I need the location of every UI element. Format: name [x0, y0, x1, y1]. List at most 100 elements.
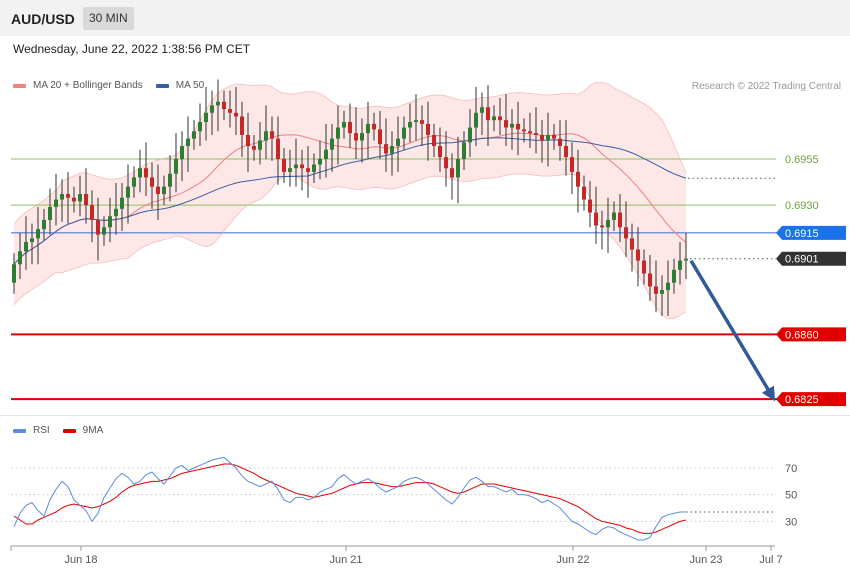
- candle-body: [174, 158, 178, 174]
- candle-body: [228, 109, 232, 113]
- rsi-tick-label-70: 70: [785, 463, 797, 475]
- candle-body: [468, 127, 472, 143]
- candle-body: [186, 138, 190, 147]
- candle-body: [606, 219, 610, 228]
- candle-body: [390, 146, 394, 154]
- candle-body: [564, 146, 568, 158]
- candle-body: [666, 282, 670, 291]
- level-label-0.6930: 0.6930: [785, 200, 819, 212]
- rsi-tick-label-30: 30: [785, 516, 797, 528]
- forecast-arrow-shaft: [689, 259, 774, 397]
- candle-body: [132, 177, 136, 187]
- candle-body: [66, 194, 70, 198]
- candle-body: [354, 133, 358, 141]
- rsi-line: [13, 456, 686, 541]
- candle-body: [216, 101, 220, 106]
- candle-body: [480, 107, 484, 113]
- level-labels: 0.6955 0.6930 0.6915 0.6901 0.6860 0.6825: [776, 154, 846, 407]
- candle-body: [252, 146, 256, 150]
- candle-body: [288, 168, 292, 172]
- candle-body: [270, 131, 274, 139]
- candle-body: [234, 112, 238, 117]
- candle-body: [360, 133, 364, 141]
- candle-body: [528, 131, 532, 134]
- rsi-ma-line: [13, 463, 687, 534]
- candle-body: [534, 133, 538, 135]
- ma50-legend-swatch: [155, 83, 169, 88]
- candle-body: [126, 186, 130, 198]
- candle-body: [282, 158, 286, 172]
- forecast-arrow-head: [761, 385, 776, 402]
- timeframe-badge[interactable]: 30 MIN: [83, 7, 134, 30]
- candle-body: [636, 249, 640, 261]
- candle-body: [72, 197, 76, 202]
- candle-body: [552, 134, 556, 139]
- candle-body: [138, 168, 142, 178]
- candle-body: [318, 158, 322, 165]
- level-label-0.6860: 0.6860: [785, 329, 819, 341]
- candle-body: [504, 120, 508, 128]
- candle-body: [648, 273, 652, 287]
- candle-body: [306, 168, 310, 172]
- candle-body: [60, 194, 64, 200]
- candle-body: [96, 219, 100, 235]
- candle-body: [78, 194, 82, 202]
- candle-body: [372, 123, 376, 130]
- candle-body: [204, 112, 208, 123]
- candle-body: [222, 101, 226, 110]
- candle-body: [630, 238, 634, 250]
- candle-body: [498, 116, 502, 121]
- candle-body: [300, 164, 304, 169]
- candle-body: [624, 227, 628, 239]
- candle-body: [48, 206, 52, 220]
- candle-body: [414, 120, 418, 123]
- candle-body: [324, 149, 328, 159]
- level-tag-0.6860: [776, 327, 846, 342]
- candle-body: [54, 199, 58, 207]
- candle-body: [462, 142, 466, 159]
- candle-body: [258, 140, 262, 150]
- candle-body: [246, 134, 250, 147]
- candle-body: [378, 129, 382, 145]
- candle-body: [456, 158, 460, 178]
- candle-body: [198, 122, 202, 132]
- candle-body: [210, 105, 214, 113]
- candle-body: [684, 258, 688, 261]
- candle-body: [276, 138, 280, 159]
- candle-body: [420, 120, 424, 124]
- candle-body: [492, 116, 496, 121]
- candle-body: [450, 168, 454, 178]
- candle-body: [192, 131, 196, 139]
- candle-body: [582, 186, 586, 200]
- level-tag-0.6825: [776, 392, 846, 407]
- candle-body: [576, 171, 580, 187]
- candle-body: [42, 219, 46, 230]
- symbol-label: AUD/USD: [11, 11, 75, 27]
- chart-datetime: Wednesday, June 22, 2022 1:38:56 PM CET: [13, 42, 251, 56]
- candle-body: [30, 238, 34, 243]
- level-label-0.6901: 0.6901: [785, 254, 819, 266]
- level-label-0.6955: 0.6955: [785, 154, 819, 166]
- rsi-legend: RSI 9MA: [13, 425, 116, 436]
- rsi-legend-label: RSI: [33, 425, 50, 436]
- candle-body: [240, 116, 244, 135]
- candle-body: [672, 269, 676, 283]
- level-tag-0.6901: [776, 251, 846, 266]
- candle-body: [12, 264, 16, 283]
- candle-body: [264, 131, 268, 141]
- candlesticks: [12, 79, 688, 316]
- rsi-panel: 70 50 30: [11, 456, 797, 541]
- candle-body: [150, 177, 154, 187]
- candle-body: [642, 260, 646, 274]
- rsi-ma-legend-label: 9MA: [82, 425, 104, 436]
- main-legend: MA 20 + Bollinger Bands MA 50: [13, 80, 217, 91]
- chart-header: AUD/USD 30 MIN: [0, 0, 850, 36]
- level-label-0.6915: 0.6915: [785, 228, 819, 240]
- candle-body: [36, 229, 40, 239]
- ma20-legend-label: MA 20 + Bollinger Bands: [33, 80, 143, 91]
- candle-body: [600, 225, 604, 228]
- candle-body: [654, 286, 658, 294]
- candle-body: [18, 251, 22, 265]
- price-levels: [11, 158, 780, 402]
- candle-body: [294, 164, 298, 169]
